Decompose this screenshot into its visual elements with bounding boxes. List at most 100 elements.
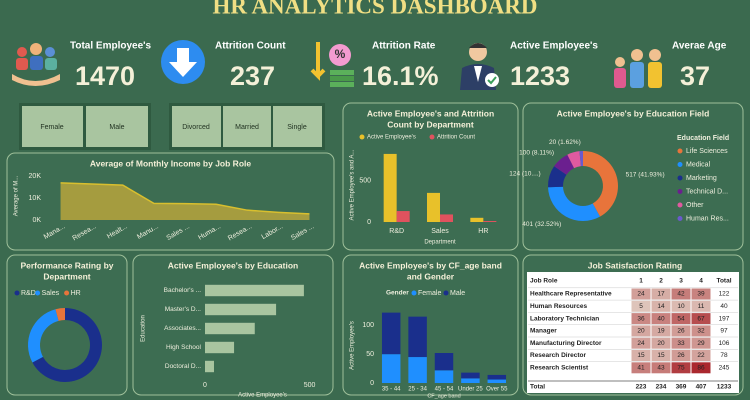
bar: [440, 214, 453, 222]
legend-marker: [677, 148, 683, 154]
bar-segment: [487, 374, 507, 380]
table-cell: 26: [677, 352, 685, 359]
chart-title: Average of Monthly Income by Job Role: [90, 158, 251, 168]
column-header: 3: [679, 278, 683, 285]
donut-slice: [554, 154, 575, 175]
legend-marker: [14, 290, 20, 296]
column-header: Total: [716, 278, 731, 285]
heat-cell: [651, 288, 671, 300]
heat-cell: [631, 313, 651, 325]
legend-marker: [411, 290, 417, 296]
heat-cell: [631, 337, 651, 349]
heat-cell: [651, 350, 671, 361]
button-label[interactable]: Male: [109, 124, 124, 131]
donut-slice: [567, 151, 581, 169]
svg-text:%: %: [335, 47, 346, 61]
button-label[interactable]: Single: [287, 124, 307, 131]
icon-attrition: [161, 40, 205, 84]
legend-label: Technical D...: [686, 188, 728, 195]
bar: [205, 284, 304, 297]
row-label: Research Director: [530, 352, 586, 359]
chart-title: Active Employee's by Education: [168, 260, 299, 270]
bar-segment: [434, 353, 454, 371]
legend-label: Female: [418, 290, 441, 297]
bar-segment: [461, 372, 480, 379]
button-label[interactable]: Female: [40, 124, 63, 131]
row-label: Research Scientist: [530, 365, 589, 372]
filter-button[interactable]: Male: [86, 106, 148, 147]
donut-slice: [548, 186, 600, 221]
heat-cell: [651, 325, 671, 337]
axis-title: Active Employee's and A...: [350, 149, 356, 220]
line: [60, 182, 310, 215]
icon-rate: %: [310, 42, 354, 87]
legend-marker: [677, 189, 683, 194]
legend-label: R&D: [21, 290, 36, 297]
filter-button[interactable]: Single: [273, 106, 322, 147]
heat-cell: [671, 362, 691, 374]
table-cell: 22: [697, 352, 705, 359]
bar-segment: [408, 316, 427, 358]
table-cell: 75: [677, 365, 685, 372]
table-cell: 245: [719, 365, 730, 372]
bar-segment: [381, 354, 401, 383]
table-cell: 5: [639, 303, 643, 310]
y-tick-label: Bachelor's ...: [164, 287, 202, 294]
filter-button[interactable]: Divorced: [172, 106, 221, 147]
button-label[interactable]: Married: [235, 124, 259, 131]
table-cell: 43: [657, 365, 665, 372]
heat-cell: [691, 337, 711, 349]
x-tick-label: 0: [203, 382, 207, 389]
legend-marker: [677, 202, 683, 208]
table-cell: 19: [657, 328, 665, 335]
heat-cell: [651, 313, 671, 325]
legend-label: Life Sciences: [686, 148, 728, 155]
bar: [205, 341, 235, 354]
axis-title: Active Employee's: [350, 321, 356, 370]
data-label: 401 (32.52%): [522, 221, 561, 228]
filter-button[interactable]: Married: [223, 106, 271, 147]
table-title: Job Satisfaction Rating: [588, 260, 682, 270]
table-cell: 39: [697, 291, 705, 298]
legend-label: Marketing: [686, 175, 717, 182]
legend-label: Male: [450, 290, 465, 297]
chart-panel: [6, 152, 335, 251]
heat-cell: [651, 300, 671, 312]
heat-cell: [671, 350, 691, 361]
x-tick-label: 500: [304, 382, 316, 389]
table-cell: 234: [656, 384, 667, 391]
dashboard-title: HR ANALYTICS DASHBOARD: [212, 0, 537, 18]
chart-title: and Gender: [407, 271, 455, 281]
kpi-value: 16.1%: [362, 61, 439, 91]
legend-label: Attrition Count: [437, 135, 475, 141]
icon-age: [614, 49, 662, 88]
kpi-label: Attrition Rate: [372, 41, 436, 52]
row-label: Manufacturing Director: [530, 340, 602, 347]
button-label[interactable]: Divorced: [182, 124, 210, 131]
kpi-value: 37: [680, 61, 710, 91]
legend-title: Education Field: [677, 135, 729, 142]
donut-slice: [32, 308, 102, 383]
legend-marker: [677, 175, 683, 181]
heat-cell: [651, 362, 671, 374]
legend-marker: [64, 290, 70, 296]
row-label: Total: [530, 384, 545, 391]
axis-title: Average of M...: [14, 175, 20, 216]
chart-title: Active Employee's by CF_age band: [359, 260, 502, 270]
data-label: 20 (1.62%): [549, 139, 581, 146]
kpi-label: Averae Age: [672, 41, 727, 52]
table-cell: 197: [719, 315, 730, 322]
table-cell: 1233: [717, 384, 732, 391]
legend-label: HR: [71, 290, 81, 297]
table-cell: 14: [657, 303, 665, 310]
column-header: 2: [659, 278, 663, 285]
chart-title: Active Employee's and Attrition: [367, 108, 494, 118]
table-cell: 97: [720, 328, 728, 335]
table-cell: 24: [637, 340, 645, 347]
filter-button[interactable]: Female: [22, 106, 83, 147]
heat-cell: [631, 362, 651, 374]
icon-active: [460, 43, 499, 90]
data-label: 100 (8.11%): [519, 150, 554, 157]
donut-slice: [583, 151, 618, 217]
